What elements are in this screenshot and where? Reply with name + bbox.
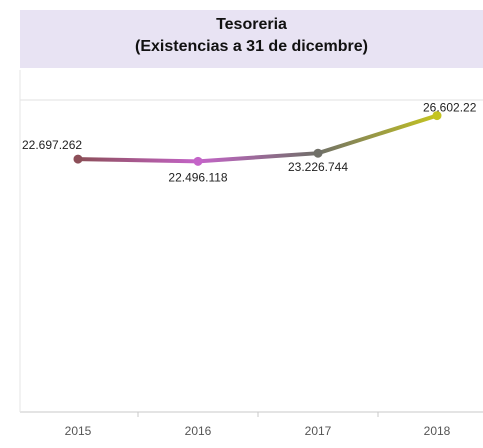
series-layer xyxy=(73,111,442,166)
data-point xyxy=(432,111,442,121)
x-tick-label: 2015 xyxy=(65,424,92,438)
data-point xyxy=(313,148,323,158)
grid-layer: 2015 2016 2017 2018 xyxy=(19,70,483,438)
data-label: 23.226.744 xyxy=(288,160,348,174)
data-label: 22.697.262 xyxy=(22,138,82,152)
data-point xyxy=(193,156,203,166)
chart-title-line-2: (Existencias a 31 de dicembre) xyxy=(135,38,368,55)
series-line xyxy=(76,113,439,164)
x-tick-label: 2016 xyxy=(185,424,212,438)
data-point xyxy=(73,154,83,164)
label-layer: 22.697.262 22.496.118 23.226.744 26.602.22 xyxy=(22,101,477,185)
x-tick-label: 2017 xyxy=(305,424,332,438)
x-tick-label: 2018 xyxy=(424,424,451,438)
data-label: 26.602.22 xyxy=(423,101,477,115)
chart-title-box: Tesoreria (Existencias a 31 de dicembre) xyxy=(20,10,483,68)
chart-title-line-1: Tesoreria xyxy=(216,16,287,33)
data-label: 22.496.118 xyxy=(168,170,227,184)
